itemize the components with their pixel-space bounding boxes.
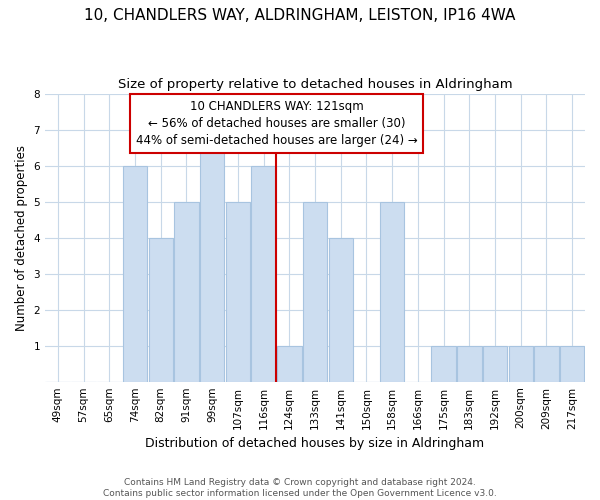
Bar <box>380 202 404 382</box>
Text: Contains HM Land Registry data © Crown copyright and database right 2024.
Contai: Contains HM Land Registry data © Crown c… <box>103 478 497 498</box>
Bar <box>226 202 250 382</box>
Bar <box>560 346 584 382</box>
Bar <box>457 346 482 382</box>
Text: 10 CHANDLERS WAY: 121sqm
← 56% of detached houses are smaller (30)
44% of semi-d: 10 CHANDLERS WAY: 121sqm ← 56% of detach… <box>136 100 418 147</box>
Bar <box>534 346 559 382</box>
Bar <box>251 166 276 382</box>
Bar <box>149 238 173 382</box>
Y-axis label: Number of detached properties: Number of detached properties <box>15 145 28 331</box>
Bar <box>200 130 224 382</box>
X-axis label: Distribution of detached houses by size in Aldringham: Distribution of detached houses by size … <box>145 437 485 450</box>
Text: 10, CHANDLERS WAY, ALDRINGHAM, LEISTON, IP16 4WA: 10, CHANDLERS WAY, ALDRINGHAM, LEISTON, … <box>85 8 515 22</box>
Bar <box>329 238 353 382</box>
Bar <box>509 346 533 382</box>
Bar <box>277 346 302 382</box>
Bar <box>431 346 456 382</box>
Bar <box>174 202 199 382</box>
Bar <box>483 346 507 382</box>
Bar <box>123 166 147 382</box>
Bar <box>303 202 327 382</box>
Title: Size of property relative to detached houses in Aldringham: Size of property relative to detached ho… <box>118 78 512 90</box>
